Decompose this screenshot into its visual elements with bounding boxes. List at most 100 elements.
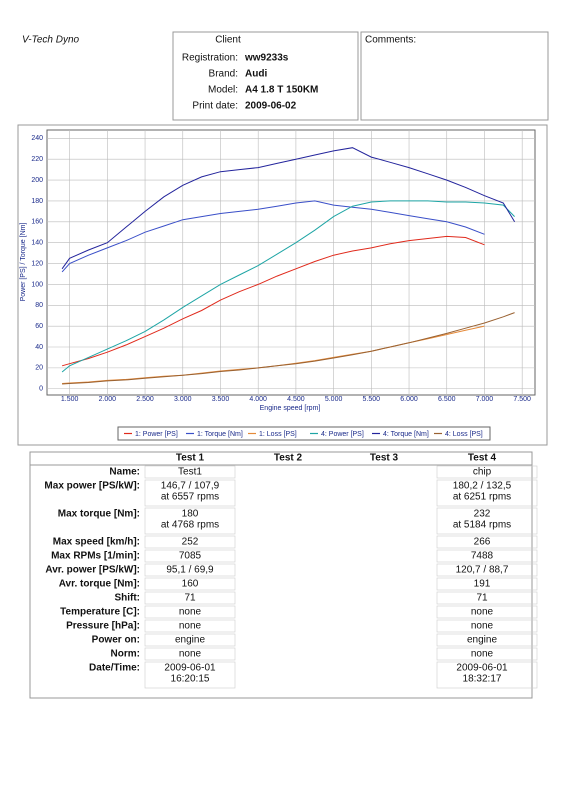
series-line [61,200,485,273]
y-tick-label: 240 [31,135,43,142]
comments-box [360,31,549,121]
y-tick-label: 120 [31,260,43,267]
column-header: Test 1 [176,453,205,464]
field-label: Print date: [192,101,238,112]
cell-box [436,535,538,549]
x-tick-label: 3.000 [174,396,192,403]
cell-box [144,549,236,563]
cell-value: Test1 [178,467,202,478]
comments-title: Comments: [365,35,416,46]
field-value: ww9233s [244,53,289,64]
cell-box [436,619,538,633]
cell-box [144,619,236,633]
cell-value: at 6557 rpms [161,492,219,503]
plot-area [46,129,536,396]
cell-box [436,549,538,563]
cell-value: at 6251 rpms [453,492,511,503]
series-line [62,312,515,385]
field-label: Brand: [209,69,238,80]
cell-box [144,535,236,549]
y-tick-label: 40 [35,344,43,351]
series-line [61,200,515,373]
results-table [29,451,533,699]
cell-value: 71 [476,593,488,604]
field-value: Audi [245,69,267,80]
row-label: Avr. torque [Nm]: [59,579,140,590]
y-tick-label: 220 [31,156,43,163]
row-label: Avr. power [PS/kW]: [45,565,140,576]
cell-value: 7488 [471,551,494,562]
cell-box [144,633,236,647]
x-tick-label: 7.000 [476,396,494,403]
cell-value: none [471,607,494,618]
series-line [61,147,516,270]
cell-value: none [471,621,494,632]
x-tick-label: 4.500 [287,396,305,403]
cell-box [144,661,236,689]
cell-box [144,507,236,535]
y-tick-label: 160 [31,219,43,226]
x-tick-label: 3.500 [212,396,230,403]
cell-value: 252 [182,537,199,548]
field-value: A4 1.8 T 150KM [245,85,318,96]
row-label: Temperature [C]: [60,607,140,618]
legend-label: 4: Loss [PS] [445,431,483,438]
cell-value: 95,1 / 69,9 [166,565,214,576]
cell-value: 146,7 / 107,9 [161,481,220,492]
cell-box [436,591,538,605]
cell-value: 120,7 / 88,7 [456,565,509,576]
cell-value: none [179,621,202,632]
field-label: Model: [208,85,238,96]
y-tick-label: 100 [31,281,43,288]
field-label: Registration: [182,53,238,64]
cell-box [144,479,236,507]
y-tick-label: 180 [31,198,43,205]
cell-box [144,605,236,619]
cell-box [436,465,538,479]
cell-value: 16:20:15 [171,674,210,685]
cell-value: none [179,649,202,660]
cell-box [436,577,538,591]
cell-value: 18:32:17 [463,674,502,685]
x-tick-label: 4.000 [249,396,267,403]
legend-label: 1: Torque [Nm] [197,431,243,438]
row-label: Pressure [hPa]: [66,621,140,632]
x-tick-label: 6.500 [438,396,456,403]
y-tick-label: 20 [35,365,43,372]
row-label: Date/Time: [89,663,140,674]
series-line [61,235,485,367]
cell-value: none [471,649,494,660]
row-label: Power on: [92,635,140,646]
cell-box [436,479,538,507]
cell-value: engine [175,635,205,646]
client-box [172,31,359,121]
legend-label: 1: Power [PS] [135,431,178,438]
row-label: Name: [109,467,140,478]
y-tick-label: 80 [35,302,43,309]
cell-value: chip [473,467,492,478]
cell-box [144,563,236,577]
y-tick-label: 60 [35,323,43,330]
cell-box [144,577,236,591]
y-tick-label: 200 [31,177,43,184]
y-tick-label: 140 [31,240,43,247]
cell-box [436,647,538,661]
row-label: Max speed [km/h]: [53,537,140,548]
legend-label: 4: Power [PS] [321,431,364,438]
cell-value: 2009-06-01 [164,663,216,674]
cell-value: 160 [182,579,199,590]
cell-value: 266 [474,537,491,548]
x-tick-label: 1.500 [61,396,79,403]
row-label: Norm: [111,649,140,660]
cell-value: 232 [474,509,491,520]
x-tick-label: 2.500 [136,396,154,403]
column-header: Test 2 [274,453,303,464]
x-tick-label: 7.500 [513,396,531,403]
field-value: 2009-06-02 [245,101,297,112]
cell-value: 2009-06-01 [456,663,508,674]
cell-value: 7085 [179,551,202,562]
cell-value: engine [467,635,497,646]
column-header: Test 3 [370,453,399,464]
report-title: V-Tech Dyno [22,35,80,46]
